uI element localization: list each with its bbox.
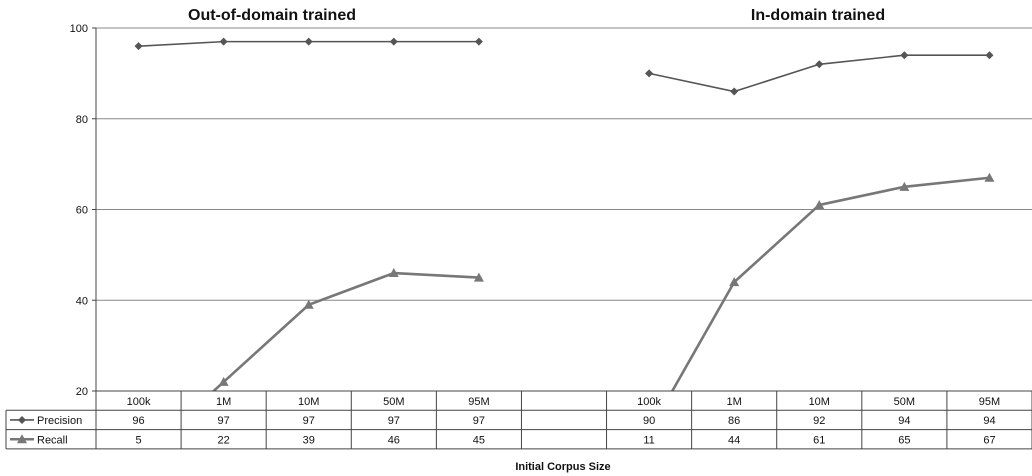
- precision-point: [985, 51, 994, 60]
- y-tick-label: 100: [70, 23, 88, 35]
- category-label: 100k: [127, 396, 151, 408]
- y-tick-label: 20: [76, 386, 88, 398]
- grid-lines: [95, 27, 1032, 391]
- recall-value: 11: [643, 434, 654, 446]
- data-table: 100k 1M 10M 50M 95M 100k 1M 10M 50M 95M Precision 9…: [5, 390, 1032, 450]
- legend-recall-label: Recall: [37, 434, 68, 446]
- series-layer: [134, 37, 995, 463]
- recall-line-panel-2: [670, 176, 990, 391]
- precision-point: [389, 37, 398, 46]
- y-tick-label: 80: [76, 114, 88, 126]
- precision-value: 97: [388, 415, 400, 427]
- recall-value: 45: [473, 434, 485, 446]
- y-tick-label: 60: [76, 205, 88, 217]
- recall-value: 44: [728, 434, 740, 446]
- precision-point: [815, 60, 824, 69]
- category-label: 95M: [979, 396, 1000, 408]
- precision-point: [134, 42, 143, 51]
- precision-point: [730, 87, 739, 96]
- precision-value: 86: [728, 415, 740, 427]
- recall-point: [984, 172, 995, 182]
- category-label: 100k: [637, 396, 661, 408]
- legend-recall-marker: [17, 434, 27, 444]
- recall-point: [473, 272, 484, 282]
- precision-point: [645, 69, 654, 78]
- recall-point: [388, 268, 399, 278]
- recall-series: [134, 172, 995, 463]
- recall-point: [303, 299, 314, 309]
- precision-point: [474, 37, 483, 46]
- category-label: 50M: [894, 396, 915, 408]
- recall-point: [899, 181, 910, 191]
- y-axis-ticks: 20 40 60 80 100: [70, 23, 96, 398]
- precision-value: 97: [303, 415, 315, 427]
- recall-point: [814, 199, 825, 209]
- recall-value: 67: [983, 434, 995, 446]
- precision-series: [134, 37, 994, 96]
- recall-point: [218, 376, 229, 386]
- recall-point: [134, 454, 144, 463]
- precision-point: [304, 37, 313, 46]
- x-axis-label: Initial Corpus Size: [515, 461, 610, 473]
- recall-value: 65: [898, 434, 910, 446]
- panel-title-out-of-domain: Out-of-domain trained: [188, 7, 356, 24]
- precision-value: 90: [643, 415, 655, 427]
- recall-value: 22: [218, 434, 230, 446]
- precision-point: [219, 37, 228, 46]
- category-label: 10M: [809, 396, 830, 408]
- precision-point: [900, 51, 909, 60]
- category-label: 1M: [216, 396, 231, 408]
- legend-precision-marker: [18, 415, 26, 424]
- precision-value: 92: [813, 415, 825, 427]
- legend-precision-label: Precision: [37, 415, 82, 427]
- recall-value: 61: [813, 434, 825, 446]
- panel-title-in-domain: In-domain trained: [751, 7, 885, 24]
- precision-value: 97: [473, 415, 485, 427]
- category-label: 1M: [727, 396, 742, 408]
- precision-value: 94: [898, 415, 910, 427]
- recall-value: 5: [135, 434, 141, 446]
- recall-value: 39: [303, 434, 315, 446]
- category-label: 50M: [383, 396, 404, 408]
- precision-value: 94: [983, 415, 995, 427]
- recall-value: 46: [388, 434, 400, 446]
- category-label: 10M: [298, 396, 319, 408]
- precision-value: 96: [132, 415, 144, 427]
- precision-value: 97: [218, 415, 230, 427]
- recall-point: [729, 277, 740, 287]
- category-label: 95M: [468, 396, 489, 408]
- y-tick-label: 40: [76, 295, 88, 307]
